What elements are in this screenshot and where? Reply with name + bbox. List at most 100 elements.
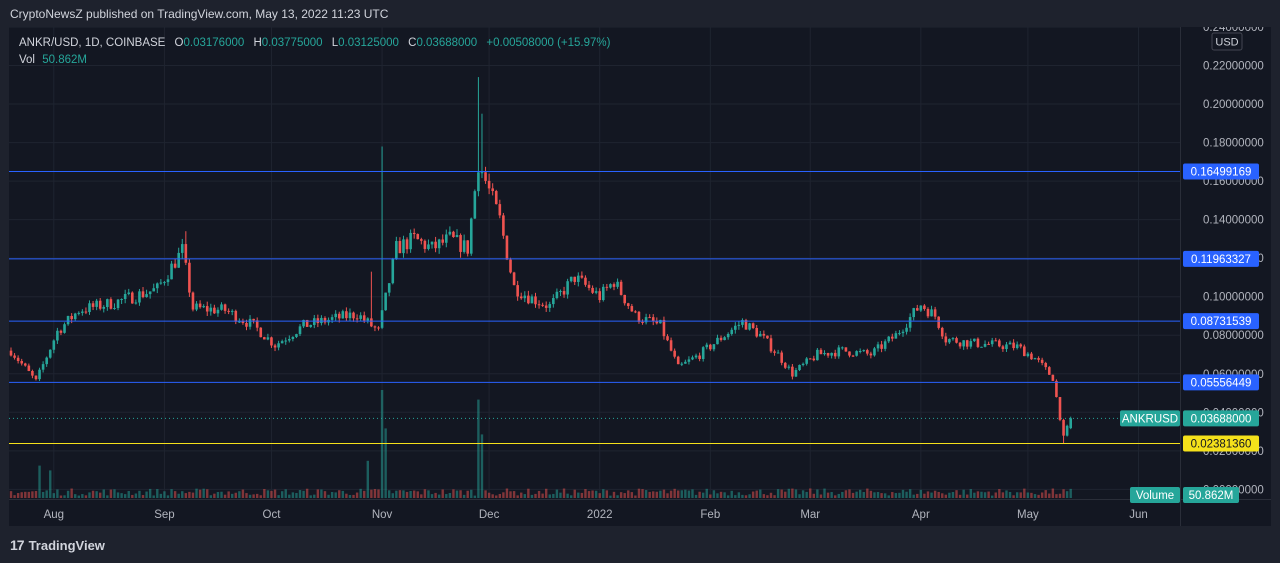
volume-bar	[851, 492, 855, 498]
candle-body	[355, 318, 359, 320]
volume-bar	[63, 495, 66, 498]
volume-bar	[898, 492, 901, 498]
volume-bar	[616, 495, 619, 498]
footer-brand[interactable]: 17 TradingView	[10, 537, 105, 553]
candle-body	[412, 232, 416, 235]
volume-bar	[666, 493, 669, 498]
candle-body	[56, 330, 59, 341]
volume-bar	[412, 490, 416, 498]
candle-body	[990, 340, 994, 345]
candle-body	[584, 277, 587, 285]
volume-bar	[791, 488, 794, 498]
candle-body	[238, 321, 241, 323]
volume-bar	[487, 492, 491, 498]
candle-body	[152, 288, 156, 292]
volume-name-label: Volume	[1136, 490, 1174, 502]
tv-logo-icon: 17	[10, 537, 25, 553]
volume-bar	[91, 490, 95, 498]
candle-body	[477, 172, 480, 192]
candle-body	[98, 300, 102, 309]
candle-body	[705, 344, 709, 348]
candle-body	[341, 311, 345, 319]
candle-body	[448, 231, 452, 235]
volume-bar	[673, 488, 676, 498]
candle-body	[783, 362, 787, 368]
volume-bar	[16, 493, 20, 498]
candle-body	[534, 296, 537, 305]
volume-bar	[566, 493, 569, 498]
candle-body	[1069, 418, 1072, 429]
volume-bar	[148, 488, 152, 498]
candle-body	[423, 240, 427, 249]
volume-bar	[320, 489, 323, 498]
volume-bar	[384, 428, 387, 498]
candle-body	[216, 309, 220, 314]
footer-brand-text: TradingView	[28, 537, 105, 553]
candle-body	[962, 340, 965, 347]
volume-bar	[941, 493, 944, 498]
candle-body	[337, 313, 341, 319]
candle-body	[441, 239, 445, 243]
candle-body	[626, 303, 630, 307]
candle-body	[31, 370, 34, 376]
volume-bar	[298, 490, 302, 498]
candle-body	[630, 306, 634, 312]
volume-bar	[1015, 492, 1019, 498]
candle-body	[398, 241, 402, 254]
candle-body	[409, 232, 412, 250]
candle-body	[509, 259, 512, 273]
volume-bar	[844, 490, 848, 498]
candle-body	[773, 351, 776, 353]
volume-bar	[516, 495, 519, 498]
candle-body	[427, 244, 430, 249]
volume-bar	[38, 465, 41, 498]
volume-bar	[919, 489, 923, 498]
volume-bar	[377, 489, 380, 498]
candle-body	[730, 329, 734, 334]
candle-body	[562, 291, 566, 295]
candle-body	[844, 347, 848, 352]
candle-body	[1001, 346, 1005, 350]
volume-bar	[420, 494, 423, 498]
candle-body	[127, 292, 131, 295]
volume-bar	[937, 491, 940, 498]
volume-bar	[980, 491, 983, 498]
volume-bar	[202, 488, 205, 498]
candle-body	[113, 308, 116, 310]
volume-bar	[587, 491, 591, 498]
candle-body	[63, 324, 66, 333]
volume-bar	[577, 492, 580, 498]
candle-body	[555, 291, 559, 299]
volume-bar	[398, 490, 402, 498]
candle-body	[416, 234, 420, 240]
candle-body	[405, 239, 409, 250]
candle-body	[973, 338, 976, 342]
volume-bar	[866, 488, 869, 498]
candle-body	[191, 292, 195, 310]
candle-body	[227, 310, 230, 312]
y-tick-label: 0.24000000	[1203, 27, 1264, 34]
candle-body	[402, 239, 405, 254]
candle-body	[905, 327, 908, 332]
currency-button[interactable]: USD	[1211, 32, 1243, 51]
candle-body	[837, 347, 841, 357]
volume-bar	[994, 492, 997, 498]
volume-bar	[562, 488, 566, 498]
candle-body	[263, 337, 266, 340]
candle-body	[41, 364, 45, 370]
x-tick-label: May	[1017, 509, 1039, 521]
candle-body	[205, 306, 209, 312]
candle-body	[352, 312, 355, 319]
volume-bar	[409, 490, 412, 498]
volume-bar	[908, 489, 912, 498]
chart-frame[interactable]: 0.000000000.020000000.040000000.06000000…	[9, 27, 1271, 526]
volume-bar	[809, 488, 812, 498]
candle-body	[601, 286, 605, 301]
candle-body	[812, 358, 816, 361]
volume-bar	[113, 489, 116, 498]
candle-body	[1047, 367, 1051, 375]
candle-body	[248, 318, 252, 327]
candle-body	[758, 333, 762, 337]
price-chart[interactable]: 0.000000000.020000000.040000000.06000000…	[9, 27, 1271, 526]
volume-bar	[405, 491, 409, 498]
